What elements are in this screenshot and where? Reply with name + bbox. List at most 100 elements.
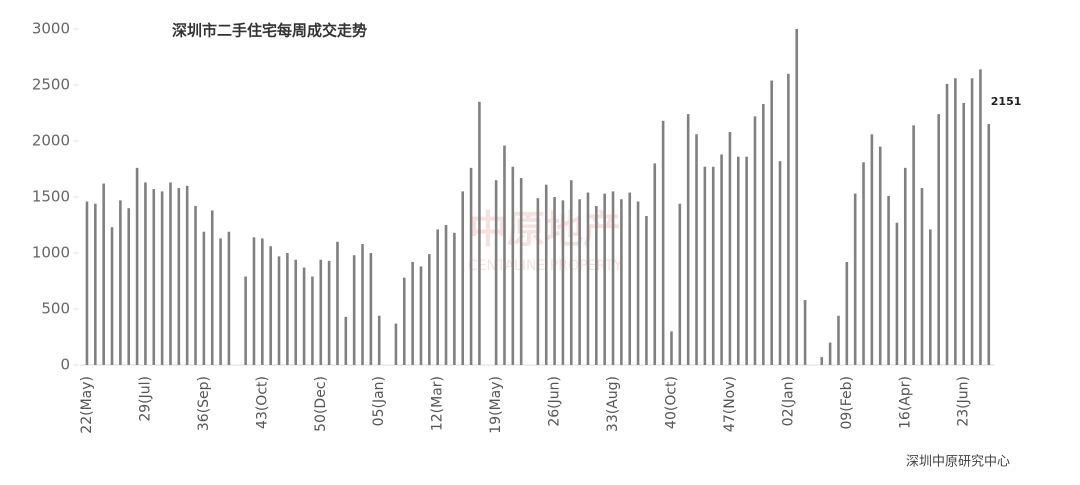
bar (862, 162, 865, 365)
bar (837, 315, 840, 365)
bar (160, 191, 164, 365)
bar (695, 134, 698, 365)
bar (611, 191, 615, 365)
x-tick-label: 47(Nov) (722, 376, 738, 432)
y-tick-label: 0 (60, 356, 70, 374)
bar (895, 222, 899, 365)
bar (102, 183, 105, 365)
bar (344, 316, 348, 365)
x-tick-label: 26(Jun) (547, 376, 563, 427)
bar (94, 203, 97, 365)
bar (803, 300, 807, 365)
bar (361, 244, 364, 365)
bar (620, 199, 623, 365)
chart-title: 深圳市二手住宅每周成交走势 (172, 22, 367, 40)
bar (461, 191, 465, 365)
bar (85, 201, 89, 365)
bar (945, 83, 949, 365)
x-tick-label: 05(Jan) (371, 376, 387, 426)
x-tick-label: 09(Feb) (839, 376, 855, 430)
x-tick-label: 22(May) (79, 376, 95, 434)
bar (269, 246, 272, 365)
bar (169, 182, 172, 365)
bar (210, 210, 214, 365)
x-tick-label: 02(Jan) (780, 376, 796, 426)
bar (603, 193, 606, 365)
bar (653, 163, 657, 365)
bar (144, 182, 147, 365)
bar (736, 156, 740, 365)
bar (586, 192, 590, 365)
bar (119, 200, 122, 365)
bar (286, 253, 289, 365)
bar (494, 180, 498, 365)
bar (628, 192, 632, 365)
bar (319, 259, 323, 365)
bar (352, 255, 356, 365)
bar (185, 185, 189, 365)
source-note: 深圳中原研究中心 (906, 455, 1010, 470)
bar (428, 254, 431, 365)
bar (887, 195, 890, 365)
bar (536, 198, 540, 365)
x-tick-label: 50(Dec) (313, 376, 329, 432)
bar (853, 193, 857, 365)
bar (377, 315, 381, 365)
bar (294, 259, 298, 365)
bar (929, 229, 932, 365)
bar (569, 180, 573, 365)
bar (970, 78, 974, 365)
y-tick-label: 2000 (32, 132, 70, 150)
bar (661, 120, 665, 365)
bar (277, 256, 281, 365)
y-tick-label: 500 (41, 300, 70, 318)
bar (478, 101, 481, 366)
bar (336, 241, 339, 365)
bar (636, 201, 640, 365)
bar (327, 260, 331, 365)
bar (227, 231, 231, 365)
bar (219, 238, 222, 365)
bar (645, 216, 648, 365)
bar (828, 342, 832, 365)
bar (762, 104, 765, 365)
y-tick-label: 2500 (32, 76, 70, 94)
bar (152, 189, 156, 365)
x-tick-label: 23(Jun) (956, 376, 972, 427)
bar (244, 276, 247, 365)
bar (903, 167, 907, 365)
bar (678, 203, 682, 365)
bar (845, 261, 849, 365)
bar (962, 102, 966, 366)
bar (252, 237, 256, 365)
bar (745, 156, 748, 365)
bar (544, 184, 548, 365)
x-tick-label: 36(Sep) (196, 376, 212, 431)
x-tick-label: 40(Oct) (663, 376, 679, 429)
bar (127, 208, 131, 365)
bar (561, 200, 565, 365)
bar (302, 267, 306, 365)
bar (436, 229, 439, 365)
bar (937, 114, 940, 366)
bar (135, 167, 139, 365)
bar (394, 323, 398, 365)
x-tick-label: 29(Jul) (137, 376, 153, 422)
bar (578, 199, 581, 365)
bar (503, 145, 506, 365)
x-tick-label: 43(Oct) (254, 376, 270, 429)
bar (912, 125, 915, 365)
value-label: 2151 (991, 95, 1022, 108)
y-tick-label: 1500 (32, 188, 70, 206)
bar (920, 188, 924, 365)
bar (979, 69, 982, 365)
bar (770, 80, 773, 366)
bar (402, 277, 406, 365)
bar (202, 231, 206, 365)
bar (595, 205, 598, 365)
bar (711, 166, 715, 365)
bar (753, 116, 757, 365)
bar (369, 253, 373, 365)
bar (987, 124, 991, 365)
